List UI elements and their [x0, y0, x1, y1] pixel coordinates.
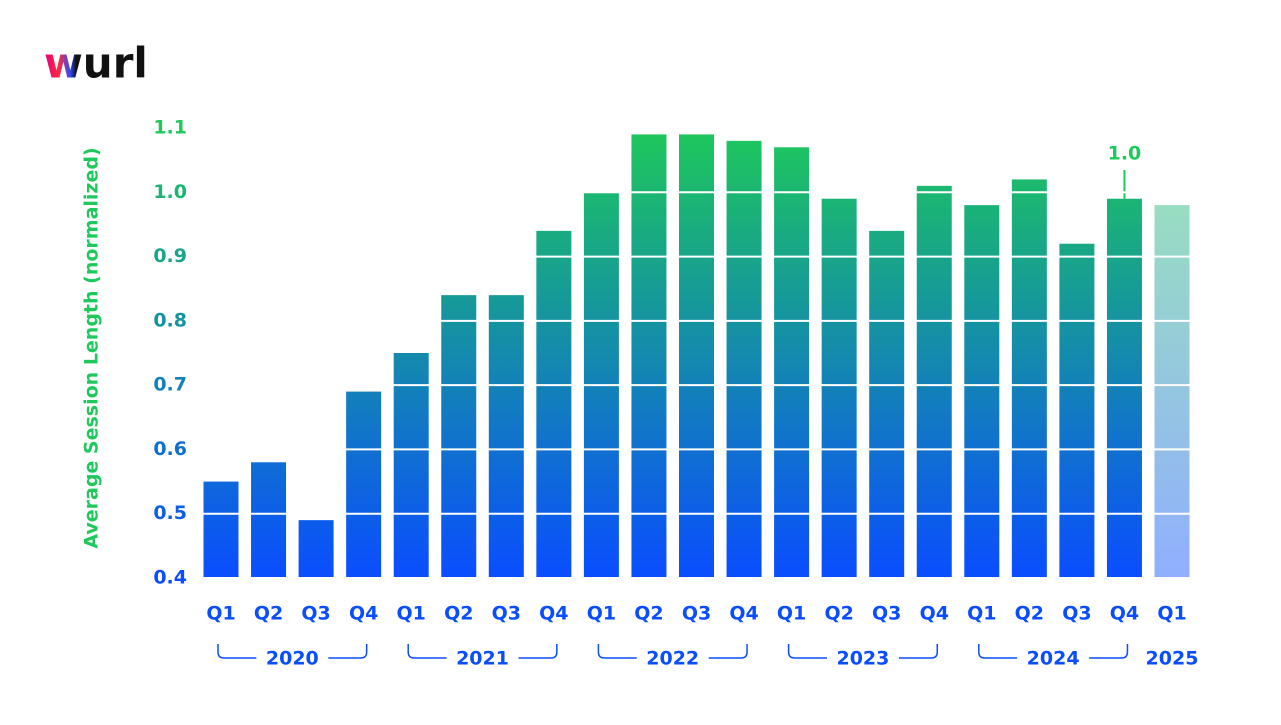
year-bracket: [407, 644, 558, 659]
value-label: 1.0: [1108, 143, 1142, 165]
bar: [821, 198, 857, 578]
x-tick-label: Q1: [206, 603, 235, 625]
year-label: 2023: [836, 648, 889, 670]
x-tick-label: Q3: [1062, 603, 1091, 625]
year-bracket: [978, 644, 1129, 659]
bar: [726, 140, 762, 578]
bar: [964, 205, 1000, 578]
bar: [536, 230, 572, 578]
year-label: 2021: [456, 648, 509, 670]
x-tick-label: Q2: [444, 603, 473, 625]
x-tick-label: Q3: [682, 603, 711, 625]
bar: [393, 353, 429, 578]
bar: [774, 147, 810, 579]
x-tick-label: Q4: [349, 603, 378, 625]
year-label: 2022: [646, 648, 699, 670]
year-label: 2025: [1146, 648, 1199, 670]
y-tick-label: 0.7: [153, 374, 187, 396]
x-tick-label: Q2: [1015, 603, 1044, 625]
y-tick-label: 0.9: [153, 245, 187, 267]
x-tick-label: Q4: [729, 603, 758, 625]
logo: wurl: [44, 39, 148, 88]
x-tick-label: Q2: [254, 603, 283, 625]
year-bracket: [217, 644, 368, 659]
year-bracket: [787, 644, 938, 659]
x-tick-label: Q1: [397, 603, 426, 625]
y-tick-label: 0.8: [153, 309, 187, 331]
bar: [251, 462, 287, 578]
bar: [1011, 179, 1047, 578]
x-tick-label: Q3: [301, 603, 330, 625]
bar: [1106, 198, 1142, 578]
bar: [203, 481, 239, 578]
x-tick-label: Q3: [492, 603, 521, 625]
x-tick-label: Q3: [872, 603, 901, 625]
bar: [631, 134, 667, 578]
x-tick-label: Q4: [1110, 603, 1139, 625]
y-tick-label: 0.5: [153, 502, 187, 524]
bar: [1154, 205, 1190, 578]
x-tick-label: Q2: [824, 603, 853, 625]
y-tick-label: 0.4: [153, 567, 187, 589]
x-tick-label: Q1: [777, 603, 806, 625]
x-tick-label: Q2: [634, 603, 663, 625]
year-label: 2024: [1027, 648, 1080, 670]
bar: [488, 295, 524, 578]
x-tick-label: Q1: [967, 603, 996, 625]
x-tick-label: Q4: [920, 603, 949, 625]
y-tick-label: 0.6: [153, 438, 187, 460]
y-tick-label: 1.0: [153, 181, 187, 203]
x-tick-label: Q4: [539, 603, 568, 625]
year-label: 2020: [266, 648, 319, 670]
x-tick-label: Q1: [1157, 603, 1186, 625]
bar: [679, 134, 714, 578]
bar: [346, 391, 382, 578]
year-bracket: [597, 644, 748, 659]
bar: [298, 520, 334, 578]
x-tick-label: Q1: [587, 603, 616, 625]
bar: [869, 230, 905, 578]
bar: [1059, 243, 1095, 578]
y-axis-title: Average Session Length (normalized): [81, 147, 103, 548]
y-tick-label: 1.1: [153, 117, 187, 139]
bar: [441, 295, 477, 578]
bar: [916, 185, 952, 578]
